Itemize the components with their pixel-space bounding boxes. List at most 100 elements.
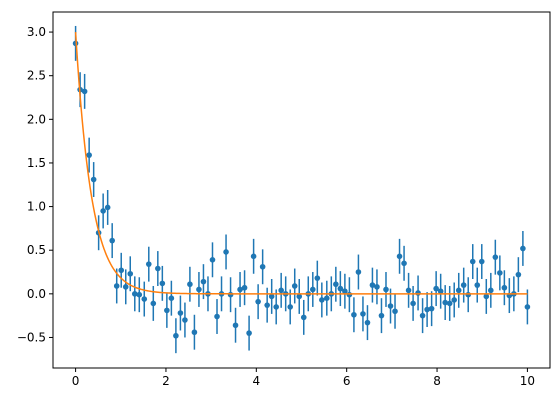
data-point <box>419 312 426 319</box>
data-point <box>314 275 321 281</box>
data-point <box>309 286 316 293</box>
data-point <box>150 300 157 307</box>
data-point <box>159 280 166 287</box>
data-point <box>355 269 362 275</box>
data-points <box>72 40 531 339</box>
x-tick-label: 4 <box>252 374 260 388</box>
data-point <box>478 258 485 265</box>
data-point <box>405 287 412 294</box>
data-point <box>296 293 303 300</box>
data-point <box>369 282 376 288</box>
axis-ticks: 0 2 4 6 8 10 −0.5 0.0 0.5 1.0 1.5 2.0 2.5 3.0 <box>17 25 535 388</box>
data-point <box>191 329 198 336</box>
data-point <box>168 295 175 301</box>
data-point <box>255 298 261 305</box>
data-point <box>81 88 88 95</box>
data-point <box>273 304 279 310</box>
data-point <box>383 286 389 293</box>
data-point <box>451 297 458 303</box>
y-tick-label: 0.5 <box>27 243 46 257</box>
data-point <box>86 152 92 158</box>
data-point <box>492 254 499 260</box>
data-point <box>104 204 111 211</box>
data-point <box>387 303 394 309</box>
data-point <box>437 288 444 295</box>
data-point <box>227 291 234 298</box>
data-point <box>241 284 248 291</box>
data-point <box>497 270 503 276</box>
data-point <box>90 176 97 183</box>
data-point <box>346 291 353 298</box>
data-point <box>469 258 476 265</box>
data-point <box>287 304 294 310</box>
data-point <box>378 312 385 319</box>
data-point <box>177 310 184 316</box>
y-tick-label: 1.5 <box>27 156 46 170</box>
data-point <box>250 253 257 260</box>
y-tick-label: 2.5 <box>27 69 46 83</box>
data-point <box>360 311 366 317</box>
data-point <box>141 296 148 302</box>
data-point <box>324 295 330 301</box>
data-point <box>173 332 179 339</box>
data-point <box>214 313 220 320</box>
data-point <box>155 265 161 272</box>
data-point <box>232 322 239 329</box>
y-tick-label: 3.0 <box>27 25 46 39</box>
data-point <box>182 317 188 323</box>
data-point <box>465 291 472 298</box>
y-tick-label: 0.0 <box>27 287 46 301</box>
data-point <box>501 284 508 291</box>
data-point <box>237 286 243 293</box>
data-point <box>524 304 531 310</box>
data-point <box>223 249 229 255</box>
plot-frame <box>52 11 551 369</box>
x-tick-label: 6 <box>343 374 351 388</box>
data-point <box>351 311 357 318</box>
data-point <box>145 261 152 267</box>
x-tick-label: 2 <box>162 374 170 388</box>
data-point <box>374 284 380 290</box>
x-tick-label: 8 <box>433 374 441 388</box>
data-point <box>488 287 494 294</box>
x-tick-label: 0 <box>72 374 80 388</box>
data-point <box>113 283 120 289</box>
data-point <box>122 284 129 290</box>
data-point <box>396 253 403 260</box>
data-point <box>442 299 448 306</box>
data-point <box>259 263 266 270</box>
data-point <box>428 305 435 312</box>
data-point <box>433 285 439 292</box>
data-point <box>196 286 202 293</box>
data-point <box>200 278 207 285</box>
data-point <box>100 208 106 214</box>
data-point <box>333 281 339 288</box>
y-tick-label: 1.0 <box>27 200 46 214</box>
data-point <box>392 308 398 315</box>
x-tick-label: 10 <box>520 374 535 388</box>
data-point <box>164 307 170 314</box>
data-point <box>460 282 467 288</box>
data-point <box>483 293 490 300</box>
data-point <box>291 283 298 289</box>
data-point <box>446 300 453 307</box>
data-point <box>268 293 275 300</box>
data-point <box>424 306 430 313</box>
data-point <box>278 287 284 294</box>
data-point <box>187 281 193 288</box>
data-point <box>246 330 252 336</box>
data-point <box>136 291 143 298</box>
y-tick-label: −0.5 <box>17 330 46 344</box>
data-point <box>209 257 216 263</box>
plot-area <box>53 12 550 368</box>
data-point <box>127 270 134 277</box>
data-point <box>118 267 125 274</box>
data-point <box>520 245 526 252</box>
data-point <box>337 285 344 292</box>
data-point <box>415 290 421 296</box>
data-point <box>264 302 270 308</box>
data-point <box>319 297 325 303</box>
data-point <box>109 237 115 244</box>
data-point <box>342 288 348 295</box>
